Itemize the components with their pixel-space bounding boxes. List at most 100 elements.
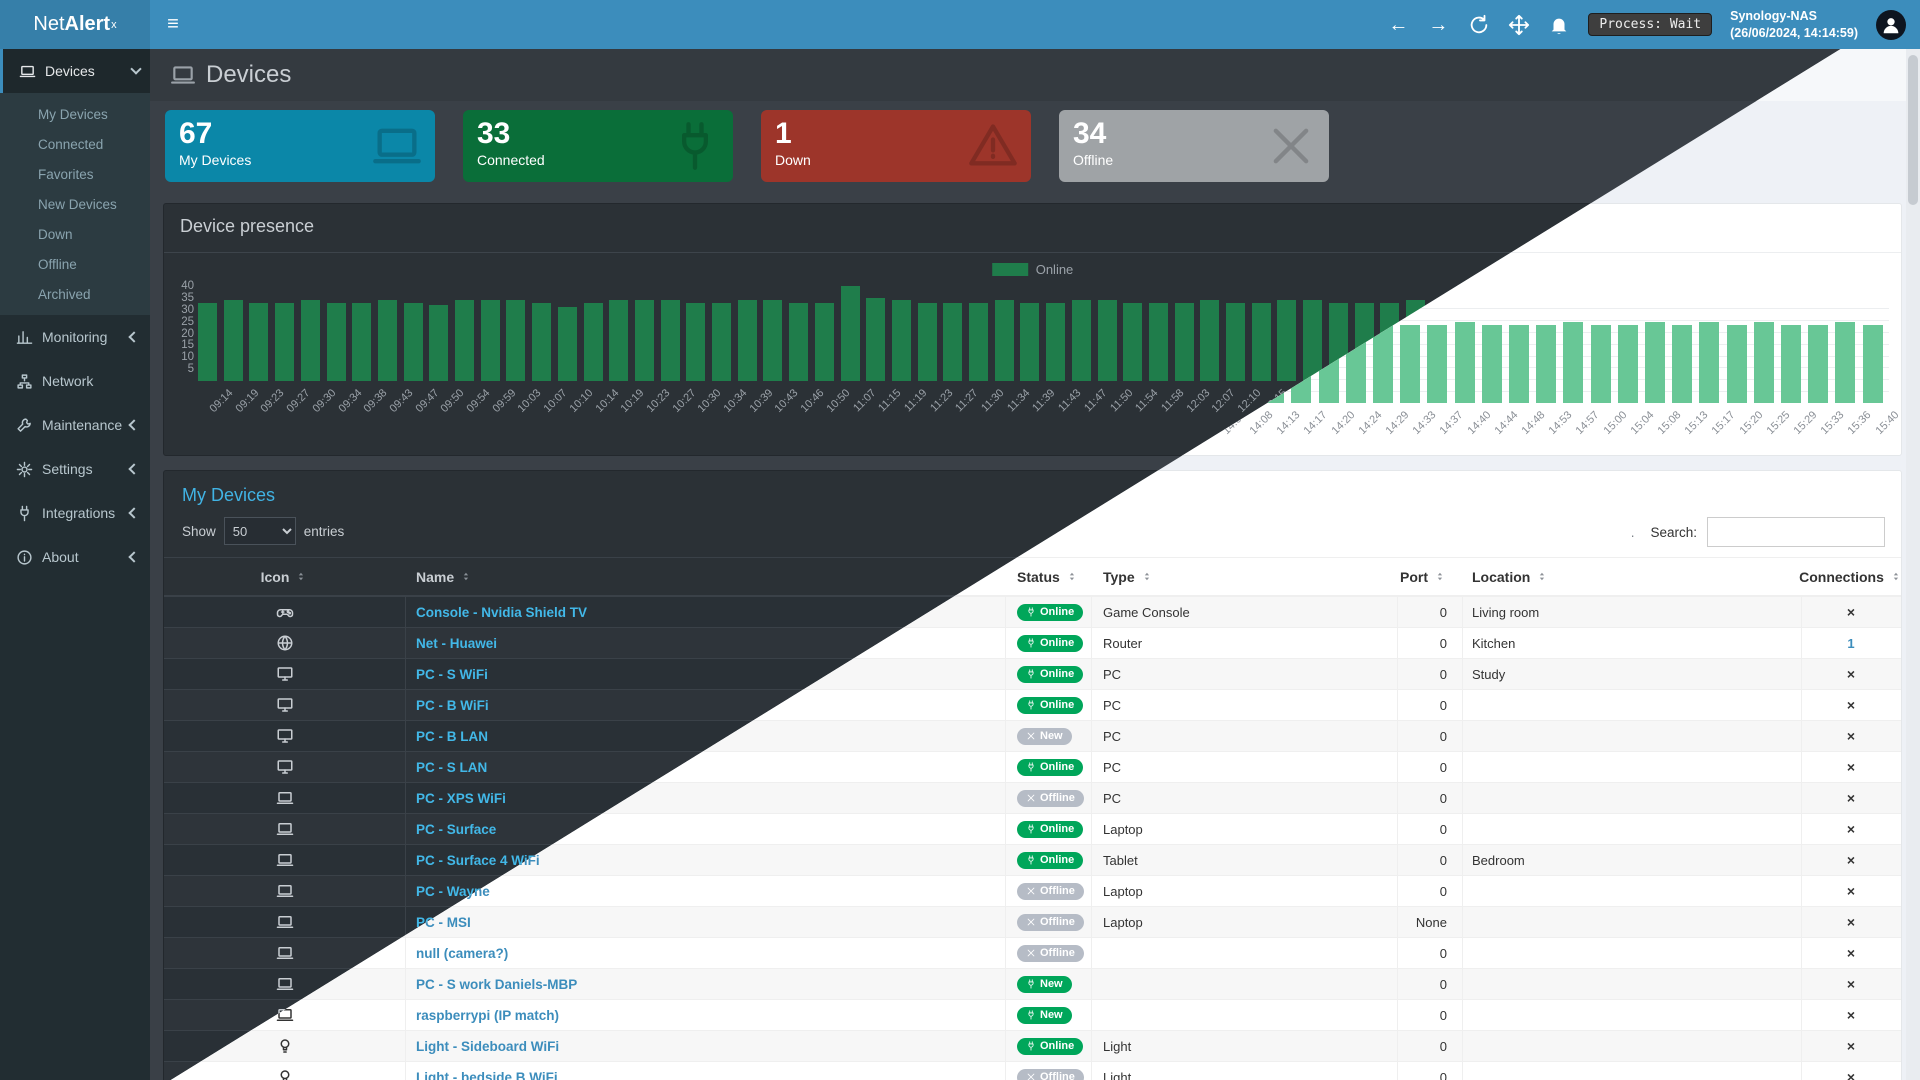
user-avatar[interactable] [1876, 9, 1906, 40]
sidebar-item-about[interactable]: About [0, 535, 150, 579]
device-desktop-icon [276, 696, 294, 714]
column-header-connections[interactable]: Connections [1799, 558, 1903, 595]
notifications-bell-icon[interactable] [1548, 14, 1570, 36]
scrollbar-thumb[interactable] [1908, 55, 1918, 205]
device-name-link[interactable]: Console - Nvidia Shield TV [416, 604, 588, 620]
column-header-port[interactable]: Port [1397, 558, 1457, 595]
column-header-location[interactable]: Location [1472, 558, 1801, 595]
chart-bar [891, 300, 911, 381]
device-name-link[interactable]: PC - XPS WiFi [416, 790, 506, 806]
device-name-link[interactable]: PC - B WiFi [416, 697, 489, 713]
delete-connection-icon[interactable]: × [1846, 728, 1856, 744]
sidebar-subitem-new-devices[interactable]: New Devices [38, 196, 117, 212]
delete-connection-icon[interactable]: × [1846, 790, 1856, 806]
status-badge: Offline [1017, 882, 1084, 900]
device-name-link[interactable]: raspberrypi (IP match) [416, 1007, 560, 1023]
device-location [1472, 721, 1801, 751]
sidebar-subitem-down[interactable]: Down [38, 226, 73, 242]
device-laptop-icon [276, 851, 294, 869]
sidebar-subitem-my-devices[interactable]: My Devices [38, 106, 108, 122]
chart-bar [1835, 322, 1856, 403]
sort-icon[interactable] [1434, 570, 1447, 583]
chart-bar [634, 300, 654, 381]
column-header-status[interactable]: Status [1017, 558, 1091, 595]
table-row[interactable]: raspberrypi (IP match) New 0 × [170, 1000, 1901, 1031]
sidebar-subitem-favorites[interactable]: Favorites [38, 166, 94, 182]
device-name-link[interactable]: Light - Sideboard WiFi [416, 1038, 560, 1054]
table-row[interactable]: Light - bedside B WiFi Offline Light 0 × [170, 1062, 1901, 1080]
delete-connection-icon[interactable]: × [1846, 976, 1856, 992]
table-row[interactable]: Light - Sideboard WiFi Online Light 0 × [170, 1031, 1901, 1062]
sidebar-toggle-icon[interactable]: ≡ [167, 13, 179, 35]
delete-connection-icon[interactable]: × [1846, 821, 1856, 837]
sort-icon[interactable] [1141, 570, 1154, 583]
sidebar-subitem-offline[interactable]: Offline [38, 256, 77, 272]
device-name-link[interactable]: PC - S work Daniels-MBP [416, 976, 578, 992]
table-row[interactable]: null (camera?) Offline 0 × [170, 938, 1901, 969]
chart-bar [1097, 300, 1117, 381]
column-header-icon[interactable]: Icon [164, 558, 405, 595]
delete-connection-icon[interactable]: × [1846, 1038, 1856, 1054]
laptop-icon [373, 128, 421, 164]
device-location [1472, 1000, 1801, 1030]
device-port: 0 [1439, 1069, 1447, 1080]
sidebar-subitem-archived[interactable]: Archived [38, 286, 91, 302]
sidebar-subitem-connected[interactable]: Connected [38, 136, 104, 152]
sidebar-item-maintenance[interactable]: Maintenance [0, 403, 150, 447]
bulb-icon [280, 1039, 289, 1053]
sort-icon[interactable] [1536, 570, 1549, 583]
device-name-link[interactable]: PC - S LAN [416, 759, 488, 775]
sort-icon[interactable] [460, 570, 473, 583]
vertical-scrollbar[interactable] [1906, 49, 1920, 1080]
page-size-select[interactable]: 50 [223, 517, 296, 545]
nav-forward-icon[interactable]: → [1428, 13, 1449, 36]
delete-connection-icon[interactable]: × [1846, 883, 1856, 899]
device-name-link[interactable]: PC - Surface [416, 821, 497, 837]
refresh-icon[interactable] [1468, 14, 1490, 36]
status-badge: New [1017, 727, 1072, 745]
nav-back-icon[interactable]: ← [1388, 13, 1409, 36]
bell-icon [1552, 18, 1567, 34]
process-status-badge[interactable]: Process: Wait [1588, 13, 1713, 36]
device-name-link[interactable]: PC - S WiFi [416, 666, 488, 682]
delete-connection-icon[interactable]: × [1846, 759, 1856, 775]
plug-icon [20, 505, 29, 521]
sidebar-item-devices[interactable]: Devices [0, 49, 150, 93]
column-header-type[interactable]: Type [1103, 558, 1397, 595]
table-row[interactable]: PC - S work Daniels-MBP New 0 × [170, 969, 1901, 1000]
device-name-link[interactable]: PC - B LAN [416, 728, 488, 744]
sidebar-item-network[interactable]: Network [0, 359, 150, 403]
chevron-down-icon [130, 63, 142, 75]
delete-connection-icon[interactable]: × [1846, 945, 1856, 961]
y-axis-tick: 40 [181, 280, 194, 292]
sort-icon[interactable] [295, 570, 308, 583]
sidebar-item-monitoring[interactable]: Monitoring [0, 315, 150, 359]
search-input[interactable] [1707, 517, 1885, 547]
chart-icon [16, 330, 33, 344]
move-arrows-icon[interactable] [1508, 14, 1530, 36]
delete-connection-icon[interactable]: × [1846, 697, 1856, 713]
column-header-name[interactable]: Name [416, 558, 1005, 595]
delete-connection-icon[interactable]: × [1846, 852, 1856, 868]
sort-icon[interactable] [1890, 570, 1903, 583]
device-name-link[interactable]: Light - bedside B WiFi [416, 1069, 558, 1080]
device-name-link[interactable]: Net - Huawei [416, 635, 498, 651]
sidebar-item-settings[interactable]: Settings [0, 447, 150, 491]
sort-icon[interactable] [1066, 570, 1079, 583]
connections-count-link[interactable]: 1 [1847, 635, 1855, 651]
delete-connection-icon[interactable]: × [1846, 914, 1856, 930]
sidebar-item-integrations[interactable]: Integrations [0, 491, 150, 535]
device-name-link[interactable]: PC - Surface 4 WiFi [416, 852, 540, 868]
chart-bar [943, 303, 963, 381]
device-name-link[interactable]: null (camera?) [416, 945, 509, 961]
delete-connection-icon[interactable]: × [1846, 666, 1856, 682]
delete-connection-icon[interactable]: × [1846, 1007, 1856, 1023]
delete-connection-icon[interactable]: × [1846, 604, 1856, 620]
delete-connection-icon[interactable]: × [1846, 1069, 1856, 1080]
